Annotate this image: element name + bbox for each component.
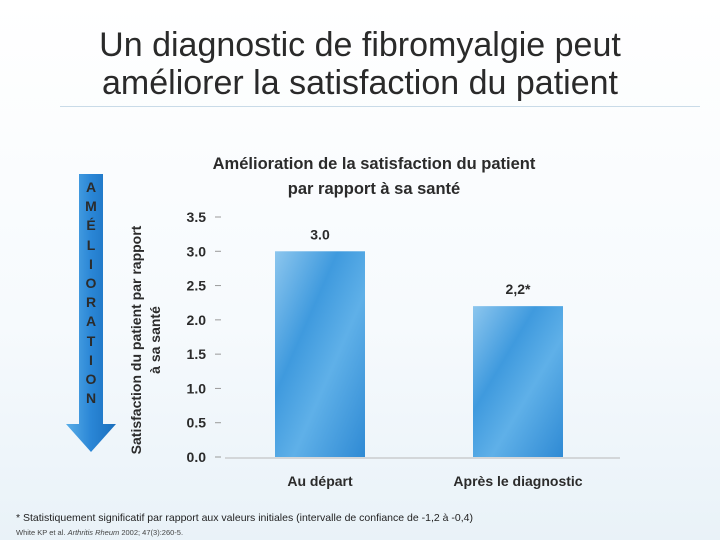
arrow-letter: L [86, 236, 96, 253]
arrow-letter: T [86, 332, 96, 349]
y-tick-label: 0.0 [187, 449, 207, 465]
arrow-letter: R [85, 294, 97, 311]
y-axis-label-line2: à sa santé [147, 306, 163, 374]
bar [473, 306, 563, 457]
chart-title-line1: Amélioration de la satisfaction du patie… [213, 155, 536, 173]
slide-title: Un diagnostic de fibromyalgie peut améli… [40, 26, 680, 102]
y-tick-label: 2.0 [187, 312, 207, 328]
y-tick-label: 2.5 [187, 278, 207, 294]
bar-data-label: 2,2* [506, 281, 531, 297]
arrow-letter: M [85, 198, 97, 215]
slide-title-line2: améliorer la satisfaction du patient [102, 64, 618, 102]
x-category-label: Au départ [287, 473, 353, 489]
y-tick-label: 1.0 [187, 380, 207, 396]
y-tick-label: 0.5 [187, 415, 207, 431]
arrow-letter: A [85, 179, 97, 195]
bar [275, 251, 365, 457]
citation-details: 2002; 47(3):260-5. [119, 528, 184, 537]
citation-journal: Arthritis Rheum [67, 528, 120, 537]
arrow-letter: É [86, 217, 96, 234]
down-arrow-icon [66, 174, 116, 452]
y-axis-label: Satisfaction du patient par rapport à sa … [128, 225, 163, 454]
y-tick-label: 3.5 [187, 209, 207, 225]
arrow-letter: I [89, 255, 93, 272]
x-category-label: Après le diagnostic [453, 473, 582, 489]
arrow-letter: O [85, 275, 97, 292]
arrow-letter: A [85, 313, 97, 330]
arrow-letter: O [85, 371, 97, 388]
y-axis-label-line1: Satisfaction du patient par rapport [128, 225, 144, 454]
slide-title-line1: Un diagnostic de fibromyalgie peut [99, 26, 621, 64]
y-tick-label: 3.0 [187, 243, 207, 259]
citation: White KP et al. Arthritis Rheum 2002; 47… [16, 528, 183, 537]
bar-data-label: 3.0 [310, 226, 330, 242]
citation-authors: White KP et al. [16, 528, 68, 537]
footnote: * Statistiquement significatif par rappo… [16, 512, 473, 524]
arrow-letter: N [85, 390, 97, 407]
y-tick-label: 1.5 [187, 346, 207, 362]
title-divider [60, 106, 700, 107]
arrow-letter: I [89, 351, 93, 368]
chart-title-line2: par rapport à sa santé [288, 180, 460, 198]
